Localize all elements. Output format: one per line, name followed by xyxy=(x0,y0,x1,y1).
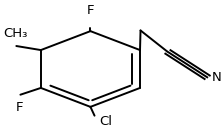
Text: N: N xyxy=(212,71,222,84)
Text: F: F xyxy=(87,4,94,17)
Text: CH₃: CH₃ xyxy=(4,27,28,40)
Text: F: F xyxy=(16,101,24,114)
Text: Cl: Cl xyxy=(99,115,112,128)
